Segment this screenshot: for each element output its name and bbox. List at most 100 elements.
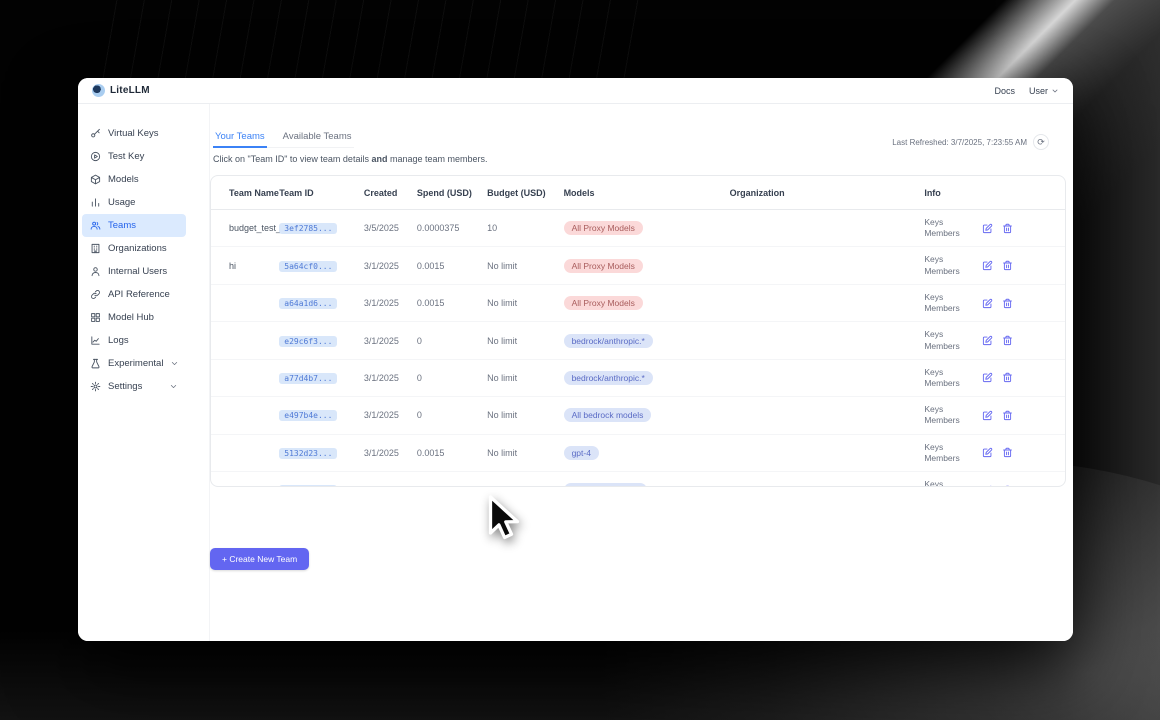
table-row: hi 5a64cf0... 3/1/2025 0.0015 No limit All Pr…	[211, 246, 1065, 285]
budget-cell: No limit	[487, 246, 564, 285]
sidebar-item-teams[interactable]: Teams	[82, 214, 186, 237]
organization-cell	[729, 246, 925, 285]
delete-team-button[interactable]	[1002, 223, 1013, 234]
team-id-link[interactable]: a77d4b7...	[279, 372, 338, 384]
user-menu[interactable]: User	[1029, 86, 1059, 96]
sidebar-item-logs[interactable]: Logs	[82, 329, 186, 352]
team-name-cell	[211, 472, 279, 486]
table-row: e497b4e... 3/1/2025 0 No limit All bedrock m…	[211, 396, 1065, 435]
team-id-cell: e29c6f3...	[279, 321, 364, 360]
chevron-down-icon	[1051, 87, 1059, 95]
spend-cell: 0.0015	[416, 246, 488, 285]
edit-team-button[interactable]	[982, 485, 993, 486]
team-name-cell	[211, 396, 280, 435]
column-header-team-id: Team ID	[279, 176, 364, 210]
delete-team-button[interactable]	[1002, 410, 1013, 421]
column-header-actions	[982, 176, 1065, 210]
edit-team-button[interactable]	[982, 410, 993, 421]
sidebar-item-label: Settings	[108, 381, 143, 392]
organization-cell	[729, 396, 925, 435]
delete-team-button[interactable]	[1002, 447, 1013, 458]
delete-team-button[interactable]	[1002, 260, 1013, 271]
team-id-link[interactable]: 2bb3f2b...	[279, 485, 338, 486]
spend-cell: 0.0015	[416, 284, 488, 323]
trash-icon	[1002, 260, 1013, 271]
team-id-link[interactable]: 3ef2785...	[279, 223, 338, 235]
edit-team-button[interactable]	[982, 223, 993, 234]
actions-cell	[982, 472, 1065, 486]
edit-team-button[interactable]	[982, 335, 993, 346]
column-header-spend-usd: Spend (USD)	[416, 176, 488, 210]
actions-cell	[982, 434, 1065, 473]
model-badge: All Proxy Models	[563, 258, 643, 273]
delete-team-button[interactable]	[1002, 372, 1013, 383]
sidebar-item-label: Models	[108, 174, 139, 185]
edit-team-button[interactable]	[982, 372, 993, 383]
sidebar-item-test-key[interactable]: Test Key	[82, 145, 186, 168]
delete-team-button[interactable]	[1002, 335, 1013, 346]
team-id-link[interactable]: a64a1d6...	[279, 298, 338, 310]
teams-table-card: Team Name Team ID Created Spend (USD) Budget…	[210, 175, 1066, 487]
docs-link[interactable]: Docs	[994, 85, 1015, 96]
team-id-link[interactable]: 5132d23...	[279, 447, 338, 459]
model-badge: All openai models	[563, 483, 647, 486]
refresh-area: Last Refreshed: 3/7/2025, 7:23:55 AM ⟳	[892, 134, 1049, 150]
organization-cell	[729, 359, 925, 398]
tab-your-teams[interactable]: Your Teams	[213, 131, 267, 148]
edit-icon	[982, 298, 993, 309]
edit-team-button[interactable]	[982, 298, 993, 309]
team-id-link[interactable]: e497b4e...	[279, 410, 338, 422]
refresh-button[interactable]: ⟳	[1033, 134, 1049, 150]
create-new-team-button[interactable]: + Create New Team	[210, 548, 310, 570]
delete-team-button[interactable]	[1002, 485, 1013, 486]
refresh-icon: ⟳	[1037, 136, 1045, 147]
team-id-link[interactable]: 5a64cf0...	[279, 260, 338, 272]
sidebar-item-label: Model Hub	[108, 312, 154, 323]
spend-cell: 0	[416, 359, 488, 398]
sidebar-item-model-hub[interactable]: Model Hub	[82, 306, 186, 329]
page-description: Click on "Team ID" to view team details …	[213, 154, 488, 164]
spend-cell: 0.0000375	[416, 209, 488, 248]
team-id-link[interactable]: e29c6f3...	[279, 335, 338, 347]
litellm-logo-icon	[92, 84, 105, 97]
sidebar-item-api-reference[interactable]: API Reference	[82, 283, 186, 306]
team-id-cell: a77d4b7...	[279, 359, 364, 398]
sidebar-item-virtual-keys[interactable]: Virtual Keys	[82, 122, 186, 145]
edit-team-button[interactable]	[982, 260, 993, 271]
models-cell: bedrock/anthropic.*	[563, 359, 730, 398]
sidebar-item-organizations[interactable]: Organizations	[82, 237, 186, 260]
models-cell: All bedrock models	[563, 396, 730, 435]
sidebar-item-internal-users[interactable]: Internal Users	[82, 260, 186, 283]
sidebar-item-settings[interactable]: Settings	[82, 375, 186, 398]
created-cell: 3/1/2025	[363, 284, 417, 323]
description-text-2: manage team members.	[387, 154, 488, 164]
team-name-cell	[211, 359, 280, 398]
created-cell: 3/1/2025	[363, 396, 417, 435]
bar-chart-icon	[90, 197, 101, 208]
created-cell: 3/5/2025	[363, 209, 417, 248]
budget-cell: No limit	[487, 472, 563, 486]
organization-cell	[729, 321, 925, 360]
edit-team-button[interactable]	[982, 447, 993, 458]
sidebar-item-label: API Reference	[108, 289, 170, 300]
sidebar-item-experimental[interactable]: Experimental	[82, 352, 186, 375]
edit-icon	[982, 335, 993, 346]
actions-cell	[982, 396, 1065, 435]
tab-available-teams[interactable]: Available Teams	[282, 131, 352, 142]
description-text: Click on "Team ID" to view team details	[213, 154, 372, 164]
sidebar-item-usage[interactable]: Usage	[82, 191, 186, 214]
delete-team-button[interactable]	[1002, 298, 1013, 309]
team-id-cell: e497b4e...	[279, 396, 364, 435]
organization-cell	[730, 472, 925, 486]
created-cell: 3/1/2025	[363, 359, 417, 398]
column-header-models: Models	[563, 176, 730, 210]
spend-cell: 0	[417, 472, 487, 486]
sidebar-item-label: Logs	[108, 335, 129, 346]
building-icon	[90, 243, 101, 254]
trash-icon	[1002, 223, 1013, 234]
sidebar-item-models[interactable]: Models	[82, 168, 186, 191]
team-id-cell: 3ef2785...	[279, 209, 364, 248]
